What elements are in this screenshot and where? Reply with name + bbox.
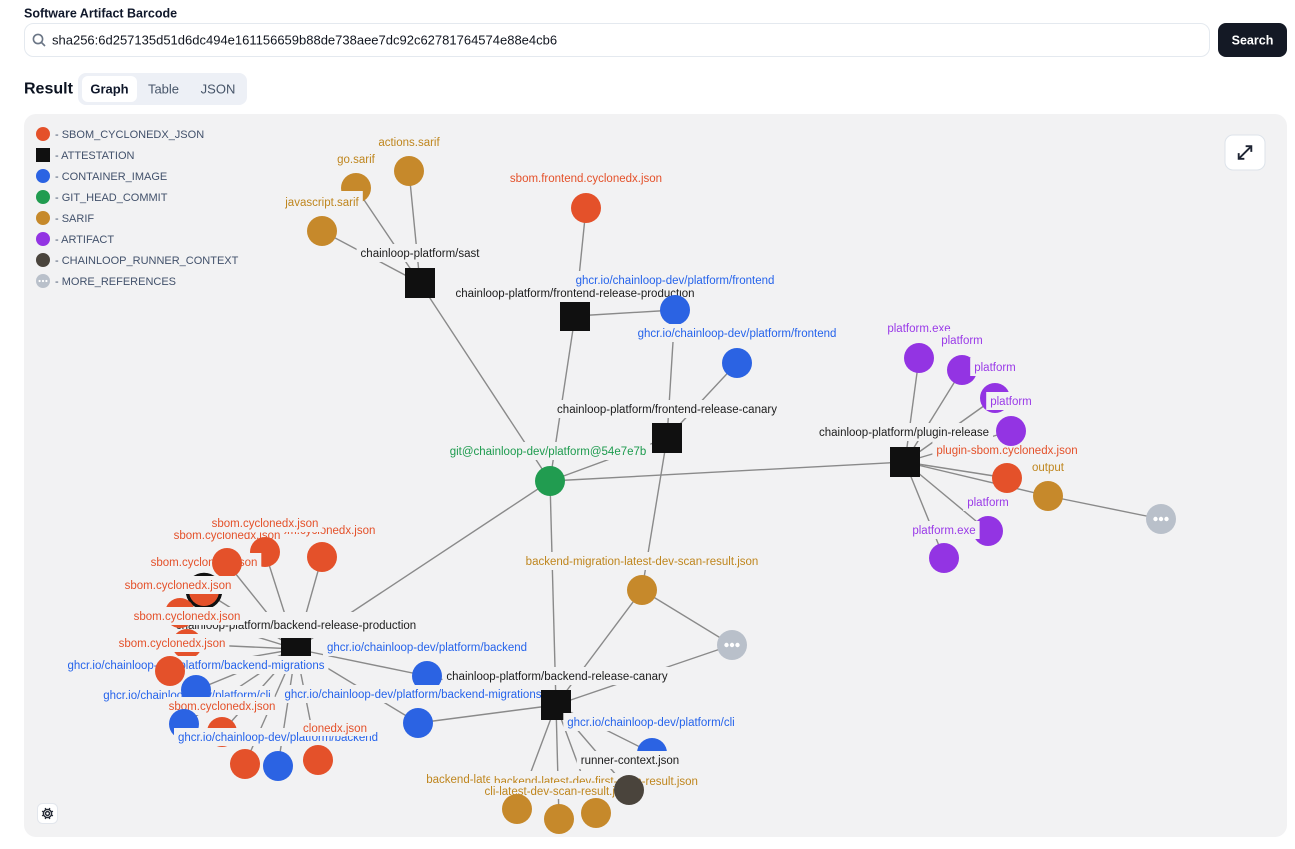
svg-text:chainloop-platform/sast: chainloop-platform/sast [361,248,481,260]
svg-text:chainloop-platform/backend-rel: chainloop-platform/backend-release-canar… [446,671,667,683]
svg-text:ghcr.io/chainloop-dev/platform: ghcr.io/chainloop-dev/platform/backend-m… [68,660,325,672]
svg-text:clonedx.json: clonedx.json [303,723,367,735]
svg-text:platform: platform [941,335,983,347]
svg-text:cli-latest-dev-scan-result.jso: cli-latest-dev-scan-result.json [485,786,634,798]
svg-text:platform.exe: platform.exe [912,525,975,537]
svg-text:sha256:6d257135d51d6dc494e1611: sha256:6d257135d51d6dc494e161156659b88de… [52,33,557,48]
svg-text:Table: Table [148,82,179,97]
svg-text:Search: Search [1232,34,1274,48]
svg-text:chainloop-platform/frontend-re: chainloop-platform/frontend-release-prod… [455,288,694,300]
svg-text:git@chainloop-dev/platform@54e: git@chainloop-dev/platform@54e7e7b [450,446,647,458]
svg-text:- SBOM_CYCLONEDX_JSON: - SBOM_CYCLONEDX_JSON [55,129,204,141]
svg-text:chainloop-platform/frontend-re: chainloop-platform/frontend-release-cana… [557,404,777,416]
svg-text:Software Artifact Barcode: Software Artifact Barcode [24,7,177,21]
svg-text:- MORE_REFERENCES: - MORE_REFERENCES [55,276,176,288]
svg-text:sbom.cyclonedx.json: sbom.cyclonedx.json [134,611,241,623]
svg-text:JSON: JSON [201,82,236,97]
svg-text:runner-context.json: runner-context.json [581,755,679,767]
svg-text:ghcr.io/chainloop-dev/platform: ghcr.io/chainloop-dev/platform/cli [567,717,734,729]
svg-text:platform: platform [967,497,1009,509]
svg-text:sbom.cyclonedx.json: sbom.cyclonedx.json [125,580,232,592]
svg-text:sbom.cyclonedx.json: sbom.cyclonedx.json [169,701,276,713]
svg-text:- SARIF: - SARIF [55,213,94,225]
svg-text:platform: platform [990,396,1032,408]
svg-text:platform.exe: platform.exe [887,323,950,335]
svg-text:sbom.cyclonedx.json: sbom.cyclonedx.json [119,638,226,650]
svg-text:- ARTIFACT: - ARTIFACT [55,234,114,246]
svg-text:ghcr.io/chainloop-dev/platform: ghcr.io/chainloop-dev/platform/backend [327,642,527,654]
svg-text:- CHAINLOOP_RUNNER_CONTEXT: - CHAINLOOP_RUNNER_CONTEXT [55,255,239,267]
svg-text:actions.sarif: actions.sarif [378,137,440,149]
svg-text:sbom.cyclonedx.json: sbom.cyclonedx.json [212,518,319,530]
svg-text:ghcr.io/chainloop-dev/platform: ghcr.io/chainloop-dev/platform/backend-m… [285,689,542,701]
svg-text:go.sarif: go.sarif [337,154,376,166]
svg-text:chainloop-platform/plugin-rele: chainloop-platform/plugin-release [819,427,989,439]
svg-text:platform: platform [974,362,1016,374]
svg-text:sbom.frontend.cyclonedx.json: sbom.frontend.cyclonedx.json [510,173,662,185]
svg-text:ghcr.io/chainloop-dev/platform: ghcr.io/chainloop-dev/platform/frontend [576,275,775,287]
svg-text:output: output [1032,462,1065,474]
svg-text:plugin-sbom.cyclonedx.json: plugin-sbom.cyclonedx.json [936,445,1077,457]
svg-text:Result: Result [24,81,74,98]
svg-text:backend-migration-latest-dev-s: backend-migration-latest-dev-scan-result… [526,556,759,568]
svg-text:- GIT_HEAD_COMMIT: - GIT_HEAD_COMMIT [55,192,168,204]
svg-text:ghcr.io/chainloop-dev/platform: ghcr.io/chainloop-dev/platform/frontend [638,328,837,340]
svg-text:- CONTAINER_IMAGE: - CONTAINER_IMAGE [55,171,167,183]
svg-text:- ATTESTATION: - ATTESTATION [55,150,135,162]
svg-text:sbom.cyclonedx.json: sbom.cyclonedx.json [174,530,281,542]
svg-text:javascript.sarif: javascript.sarif [284,197,359,209]
svg-text:Graph: Graph [90,82,128,97]
